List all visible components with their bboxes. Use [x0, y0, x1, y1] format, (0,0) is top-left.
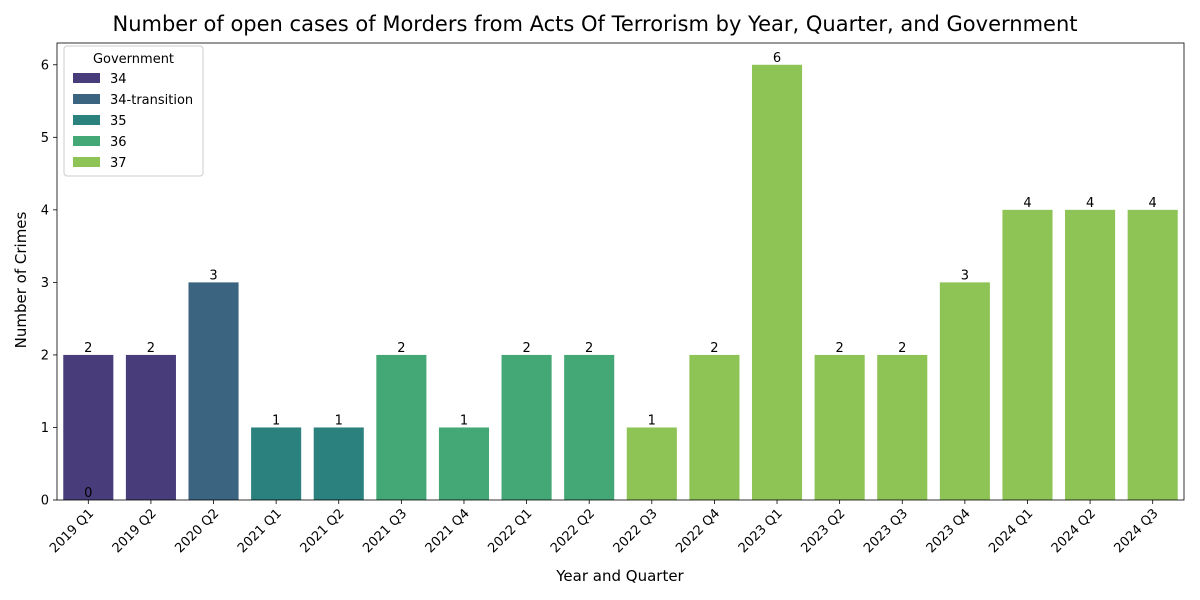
legend: Government 34 34-transition 35 36 37	[63, 45, 204, 177]
bar	[376, 354, 427, 500]
legend-entry-label: 34	[110, 72, 127, 87]
x-axis-label: Year and Quarter	[555, 567, 684, 585]
data-label: 1	[648, 413, 656, 428]
x-tick-label: 2023 Q1	[736, 506, 786, 556]
bar	[626, 427, 677, 500]
legend-swatch	[73, 94, 100, 104]
data-label: 2	[397, 341, 405, 356]
bar	[1127, 209, 1178, 501]
x-tick-label: 2021 Q4	[423, 506, 473, 556]
bar	[939, 282, 990, 500]
x-tick-label: 2024 Q2	[1049, 506, 1099, 556]
x-tick-label: 2023 Q2	[798, 506, 848, 556]
bar	[564, 354, 615, 500]
legend-swatch	[73, 115, 100, 125]
y-tick-label: 1	[41, 421, 49, 436]
y-tick-label: 0	[41, 494, 49, 509]
legend-entry-label: 34-transition	[110, 93, 193, 108]
legend-entry-label: 37	[110, 156, 127, 171]
x-tick-label: 2021 Q1	[235, 506, 285, 556]
legend-title: Government	[93, 52, 174, 67]
data-label: 4	[1086, 196, 1094, 211]
x-tick-label: 2023 Q4	[924, 506, 974, 556]
legend-entry-label: 35	[110, 114, 127, 129]
y-tick-label: 3	[41, 276, 49, 291]
y-tick-label: 6	[41, 58, 49, 73]
bar	[814, 354, 865, 500]
data-label: 1	[460, 413, 468, 428]
bar	[1065, 209, 1116, 501]
x-tick-label: 2024 Q3	[1112, 506, 1162, 556]
chart-title: Number of open cases of Morders from Act…	[113, 12, 1078, 36]
x-tick-label: 2020 Q2	[172, 506, 222, 556]
data-label: 2	[522, 341, 530, 356]
bar	[1002, 209, 1053, 501]
bar	[188, 282, 239, 500]
data-label: 2	[147, 341, 155, 356]
x-tick-label: 2019 Q1	[47, 506, 97, 556]
x-tick-label: 2019 Q2	[110, 506, 160, 556]
bar	[63, 354, 114, 500]
plot-frame	[56, 42, 1185, 501]
bar	[501, 354, 552, 500]
data-label: 1	[335, 413, 343, 428]
data-label: 2	[710, 341, 718, 356]
annotation-label: 0	[84, 486, 92, 501]
y-axis-label: Number of Crimes	[12, 211, 30, 348]
x-tick-label: 2022 Q4	[673, 506, 723, 556]
data-label: 4	[1149, 196, 1157, 211]
bar	[125, 354, 176, 500]
data-label: 3	[209, 268, 217, 283]
data-label: 6	[773, 51, 781, 66]
x-tick-label: 2024 Q1	[986, 506, 1036, 556]
data-label: 2	[585, 341, 593, 356]
x-tick-label: 2022 Q3	[611, 506, 661, 556]
legend-entry-label: 36	[110, 135, 127, 150]
x-tick-label: 2022 Q2	[548, 506, 598, 556]
data-label: 3	[961, 268, 969, 283]
x-tick-label: 2022 Q1	[485, 506, 535, 556]
legend-swatch	[73, 136, 100, 146]
data-label: 2	[835, 341, 843, 356]
bar	[877, 354, 928, 500]
y-tick-label: 5	[41, 131, 49, 146]
bar	[251, 427, 302, 500]
data-label: 2	[84, 341, 92, 356]
x-tick-label: 2021 Q2	[298, 506, 348, 556]
y-tick-label: 2	[41, 348, 49, 363]
x-tick-label: 2023 Q3	[861, 506, 911, 556]
bar	[438, 427, 490, 500]
data-label: 2	[898, 341, 906, 356]
bar	[689, 354, 740, 500]
bars-group	[63, 64, 1178, 501]
data-label: 1	[272, 413, 280, 428]
x-tick-label: 2021 Q3	[360, 506, 410, 556]
bar	[751, 64, 803, 500]
legend-swatch	[73, 73, 100, 83]
bar	[313, 427, 364, 500]
legend-swatch	[73, 157, 100, 167]
data-label: 4	[1023, 196, 1031, 211]
y-tick-label: 4	[41, 203, 49, 218]
